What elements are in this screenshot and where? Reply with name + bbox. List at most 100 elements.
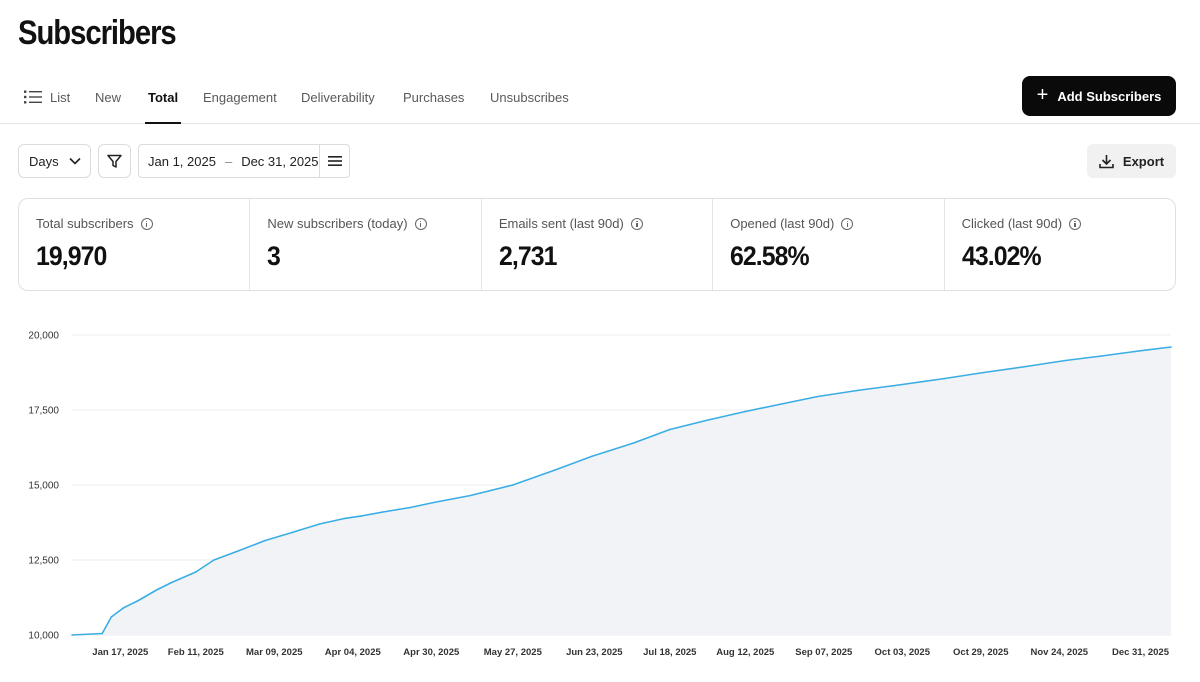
date-start[interactable]: Jan 1, 2025 (148, 153, 216, 169)
data-point (590, 455, 593, 458)
stat-new-subscribers-today: New subscribers (today) 3 (250, 199, 482, 290)
stat-emails-sent: Emails sent (last 90d) 2,731 (482, 199, 714, 290)
x-tick-label: Dec 31, 2025 (1112, 647, 1170, 658)
data-point (1133, 350, 1136, 353)
data-point (137, 599, 140, 602)
data-point (170, 581, 173, 584)
data-point (237, 550, 239, 552)
date-range-picker[interactable]: Jan 1, 2025 – Dec 31, 2025 (138, 144, 350, 178)
interval-select[interactable]: Days (18, 144, 91, 178)
download-icon (1099, 154, 1114, 168)
tab-label: Total (148, 89, 179, 105)
data-point (856, 389, 858, 392)
y-tick-label: 15,000 (28, 481, 59, 492)
stat-label: New subscribers (today) (267, 216, 408, 231)
date-preset-menu-button[interactable] (319, 145, 349, 177)
data-point (669, 428, 671, 431)
tab-bar: List New Total Engagement Deliverability… (0, 70, 1200, 124)
x-tick-label: Jun 23, 2025 (566, 647, 623, 658)
add-subscribers-label: Add Subscribers (1057, 88, 1162, 104)
tab-new[interactable]: New (95, 70, 121, 124)
x-tick-label: Feb 11, 2025 (168, 647, 225, 658)
add-subscribers-button[interactable]: + Add Subscribers (1022, 76, 1176, 116)
data-point (1100, 355, 1103, 357)
y-tick-label: 10,000 (28, 631, 59, 642)
data-point (744, 410, 747, 413)
stat-opened: Opened (last 90d) 62.58% (713, 199, 945, 290)
data-point (983, 371, 985, 374)
chevron-down-icon (69, 157, 81, 165)
stat-label: Emails sent (last 90d) (498, 216, 624, 231)
x-tick-label: Nov 24, 2025 (1030, 647, 1088, 658)
info-icon[interactable] (630, 217, 643, 230)
data-point (342, 517, 345, 520)
data-point (1170, 346, 1172, 348)
stat-clicked: Clicked (last 90d) 43.02% (945, 199, 1175, 290)
data-point (318, 523, 321, 525)
data-point (901, 383, 904, 386)
interval-value: Days (29, 153, 59, 169)
data-point (361, 515, 363, 517)
stat-value: 3 (267, 241, 281, 271)
x-tick-label: Aug 12, 2025 (716, 647, 775, 658)
info-icon[interactable] (140, 217, 153, 230)
chart-area-fill (72, 347, 1171, 635)
date-end[interactable]: Dec 31, 2025 (241, 153, 319, 169)
export-label: Export (1122, 153, 1165, 169)
info-icon[interactable] (841, 217, 854, 230)
stat-label: Opened (last 90d) (730, 216, 835, 231)
data-point (155, 589, 158, 591)
x-tick-label: Jan 17, 2025 (92, 647, 149, 658)
data-point (469, 494, 472, 497)
data-point (1025, 365, 1027, 368)
data-point (110, 616, 113, 618)
data-point (264, 539, 267, 542)
data-point (512, 484, 514, 486)
tab-label: List (50, 89, 71, 105)
export-button[interactable]: Export (1087, 144, 1176, 178)
data-point (943, 377, 946, 380)
x-tick-label: May 27, 2025 (484, 647, 543, 658)
info-icon[interactable] (1069, 217, 1082, 230)
data-point (291, 531, 294, 534)
tab-deliverability[interactable]: Deliverability (301, 70, 375, 124)
data-point (816, 395, 819, 398)
data-point (213, 559, 215, 561)
x-tick-label: Apr 04, 2025 (325, 647, 382, 658)
data-point (122, 607, 125, 609)
tab-label: Unsubscribes (490, 89, 569, 105)
data-point (382, 511, 384, 513)
filter-button[interactable] (98, 144, 131, 178)
data-point (101, 632, 103, 635)
filter-icon (107, 154, 122, 168)
page-title: Subscribers (18, 14, 177, 52)
x-tick-label: Oct 29, 2025 (953, 647, 1009, 658)
info-icon[interactable] (414, 217, 427, 230)
x-tick-label: Mar 09, 2025 (246, 647, 303, 658)
data-point (433, 501, 436, 504)
stats-panel: Total subscribers 19,970 New subscribers… (18, 198, 1176, 291)
x-tick-label: Sep 07, 2025 (795, 647, 853, 658)
tab-list[interactable]: List (24, 70, 70, 124)
tab-purchases[interactable]: Purchases (403, 70, 464, 124)
stat-value: 43.02% (961, 241, 1042, 271)
tab-total[interactable]: Total (144, 70, 182, 124)
tab-label: Purchases (403, 89, 465, 105)
tab-label: Deliverability (301, 89, 375, 105)
y-tick-label: 17,500 (28, 406, 59, 417)
tab-label: New (95, 89, 122, 105)
list-icon (24, 90, 42, 104)
data-point (780, 403, 783, 405)
tab-unsubscribes[interactable]: Unsubscribes (490, 70, 569, 124)
y-axis: 10,000 12,500 15,000 17,500 20,000 (28, 331, 59, 642)
tab-label: Engagement (203, 89, 277, 105)
data-point (194, 571, 197, 573)
y-tick-label: 20,000 (28, 331, 59, 342)
data-point (71, 634, 73, 636)
x-tick-label: Oct 03, 2025 (875, 647, 931, 658)
data-point (554, 469, 556, 471)
stat-label: Total subscribers (36, 216, 134, 231)
x-tick-label: Jul 18, 2025 (643, 647, 697, 658)
y-tick-label: 12,500 (28, 556, 59, 567)
tab-engagement[interactable]: Engagement (203, 70, 277, 124)
